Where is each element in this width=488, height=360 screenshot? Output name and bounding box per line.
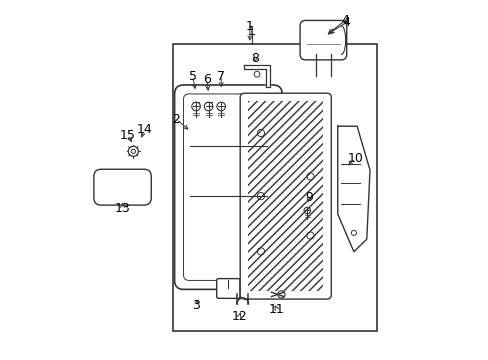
Bar [247, 101, 323, 291]
Bar [172, 44, 376, 330]
Text: 7: 7 [217, 69, 225, 82]
Text: 8: 8 [251, 51, 259, 64]
Text: 2: 2 [172, 113, 180, 126]
Text: 5: 5 [188, 69, 196, 82]
Text: 1: 1 [247, 25, 255, 38]
Text: 14: 14 [136, 123, 152, 136]
Text: 3: 3 [192, 299, 200, 312]
Text: 15: 15 [120, 129, 136, 142]
FancyBboxPatch shape [94, 169, 151, 205]
FancyBboxPatch shape [183, 94, 273, 280]
FancyBboxPatch shape [216, 279, 240, 298]
FancyBboxPatch shape [240, 93, 330, 299]
Text: 12: 12 [231, 310, 246, 324]
Polygon shape [337, 126, 369, 252]
Text: 1: 1 [245, 20, 253, 33]
Text: 4: 4 [342, 16, 350, 29]
Text: 4: 4 [340, 14, 348, 27]
FancyBboxPatch shape [174, 85, 282, 289]
Text: 11: 11 [268, 303, 284, 316]
FancyBboxPatch shape [300, 21, 346, 60]
Text: 6: 6 [203, 73, 210, 86]
Text: 9: 9 [305, 192, 312, 204]
Text: 13: 13 [115, 202, 130, 215]
Text: 10: 10 [347, 152, 363, 165]
Polygon shape [244, 65, 269, 87]
